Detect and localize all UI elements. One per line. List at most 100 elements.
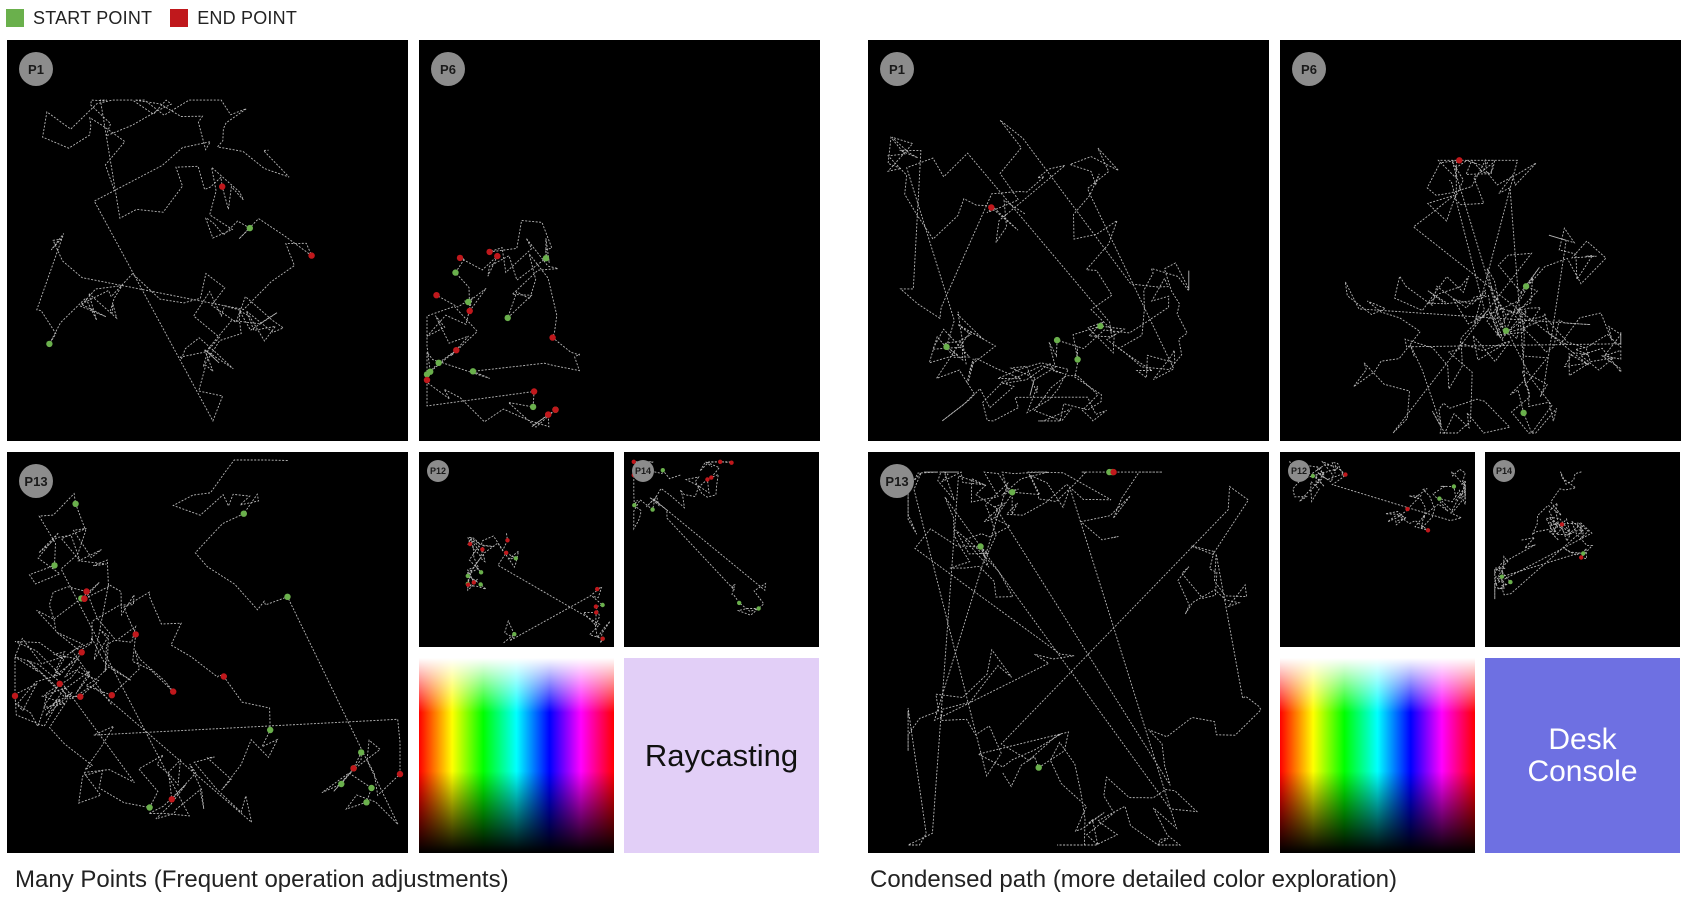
end-point-marker bbox=[168, 796, 175, 803]
start-point-marker bbox=[72, 500, 79, 507]
participant-badge: P1 bbox=[880, 52, 914, 86]
end-point-marker bbox=[423, 376, 431, 384]
participant-badge: P14 bbox=[1493, 460, 1515, 482]
end-point-marker bbox=[83, 588, 90, 595]
start-point-marker bbox=[529, 403, 537, 411]
trajectory-path bbox=[1289, 460, 1466, 531]
end-point-marker bbox=[988, 204, 995, 211]
start-point-marker bbox=[977, 543, 984, 550]
start-point-marker bbox=[1451, 484, 1457, 489]
start-point-marker bbox=[469, 368, 477, 375]
trajectory-path bbox=[426, 220, 581, 428]
end-point-marker bbox=[11, 692, 19, 700]
end-point-marker bbox=[471, 580, 476, 585]
start-point-marker bbox=[542, 255, 550, 262]
end-point-label: END POINT bbox=[197, 7, 298, 28]
end-point-marker bbox=[1110, 468, 1117, 476]
participant-badge: P6 bbox=[431, 52, 465, 86]
start-point-marker bbox=[246, 224, 253, 232]
trajectory-path bbox=[633, 461, 767, 616]
end-point-marker bbox=[709, 475, 714, 480]
trajectory-path bbox=[14, 459, 401, 825]
trajectory-path bbox=[36, 99, 313, 422]
start-point-marker bbox=[51, 562, 58, 569]
trajectory-plot bbox=[465, 532, 611, 644]
trajectory-panel: P12 bbox=[1280, 452, 1475, 647]
legend: START POINT END POINT bbox=[6, 7, 315, 29]
start-point-marker bbox=[632, 503, 637, 508]
participant-badge: P13 bbox=[19, 464, 53, 498]
end-point-marker bbox=[552, 406, 559, 413]
group-caption: Condensed path (more detailed color expl… bbox=[870, 866, 1397, 893]
start-point-marker bbox=[1310, 473, 1316, 479]
start-point-marker bbox=[284, 593, 291, 600]
trajectory-panel: P6 bbox=[419, 40, 820, 441]
start-point-marker bbox=[512, 632, 517, 637]
end-point-marker bbox=[220, 673, 227, 680]
start-point-marker bbox=[1520, 409, 1527, 417]
end-point-marker bbox=[718, 459, 723, 464]
start-point-marker bbox=[146, 804, 153, 811]
end-point-marker bbox=[729, 460, 734, 465]
start-point-marker bbox=[368, 784, 375, 792]
color-space-gradient bbox=[419, 658, 614, 853]
color-space-gradient bbox=[1280, 658, 1475, 853]
trajectory-panel: P6 bbox=[1280, 40, 1681, 441]
trajectory-panel: P14 bbox=[624, 452, 819, 647]
start-point-marker bbox=[600, 602, 605, 608]
trajectory-path bbox=[1494, 471, 1594, 600]
end-point-marker bbox=[396, 770, 404, 778]
end-point-marker bbox=[132, 631, 139, 638]
trajectory-path bbox=[1344, 158, 1622, 434]
end-point-marker bbox=[486, 248, 493, 256]
trajectory-path bbox=[467, 532, 611, 644]
end-point-marker bbox=[505, 538, 510, 543]
trajectory-plot bbox=[423, 220, 581, 428]
start-point-marker bbox=[1499, 574, 1505, 579]
start-point-marker bbox=[240, 510, 247, 517]
start-point-marker bbox=[1502, 327, 1510, 334]
end-point-marker bbox=[1343, 472, 1348, 477]
end-point-marker bbox=[350, 765, 357, 772]
trajectory-plot bbox=[886, 119, 1190, 422]
trajectory-panel: P1 bbox=[7, 40, 408, 441]
legend-start: START POINT bbox=[6, 8, 152, 29]
end-point-marker bbox=[594, 610, 599, 615]
interaction-mode-label: Desk Console bbox=[1485, 658, 1680, 853]
start-point-marker bbox=[465, 573, 470, 579]
trajectory-plot bbox=[36, 99, 315, 422]
participant-badge: P12 bbox=[427, 460, 449, 482]
end-point-marker bbox=[219, 183, 226, 190]
trajectory-panel: P13 bbox=[7, 452, 408, 853]
start-point-marker bbox=[478, 582, 483, 587]
start-point-marker bbox=[1097, 322, 1104, 330]
start-point-marker bbox=[1437, 496, 1442, 501]
end-point-marker bbox=[600, 636, 605, 641]
end-point-marker bbox=[77, 693, 84, 700]
trajectory-panel: P12 bbox=[419, 452, 614, 647]
trajectory-plot bbox=[1494, 471, 1594, 600]
start-point-marker bbox=[465, 298, 472, 306]
start-point-label: START POINT bbox=[33, 7, 153, 28]
end-point-marker bbox=[1559, 522, 1565, 527]
start-point-marker bbox=[1508, 579, 1513, 585]
trajectory-plot bbox=[11, 459, 404, 825]
start-point-marker bbox=[650, 507, 655, 512]
start-point-marker bbox=[737, 600, 742, 606]
trajectory-panel: P13 bbox=[868, 452, 1269, 853]
start-point-marker bbox=[423, 371, 431, 378]
start-point-marker bbox=[943, 343, 950, 350]
start-point-marker bbox=[1009, 489, 1016, 496]
end-point-marker bbox=[453, 347, 460, 354]
start-point-marker bbox=[513, 556, 518, 561]
end-point-marker bbox=[530, 388, 538, 395]
end-point-marker bbox=[78, 649, 85, 656]
start-point-marker bbox=[1035, 764, 1042, 771]
trajectory-path bbox=[886, 119, 1190, 422]
end-point-marker bbox=[494, 252, 501, 260]
participant-badge: P12 bbox=[1288, 460, 1310, 482]
trajectory-plot bbox=[631, 459, 767, 616]
end-point-marker bbox=[465, 582, 471, 587]
end-point-marker bbox=[549, 334, 556, 341]
start-point-marker bbox=[756, 606, 761, 611]
